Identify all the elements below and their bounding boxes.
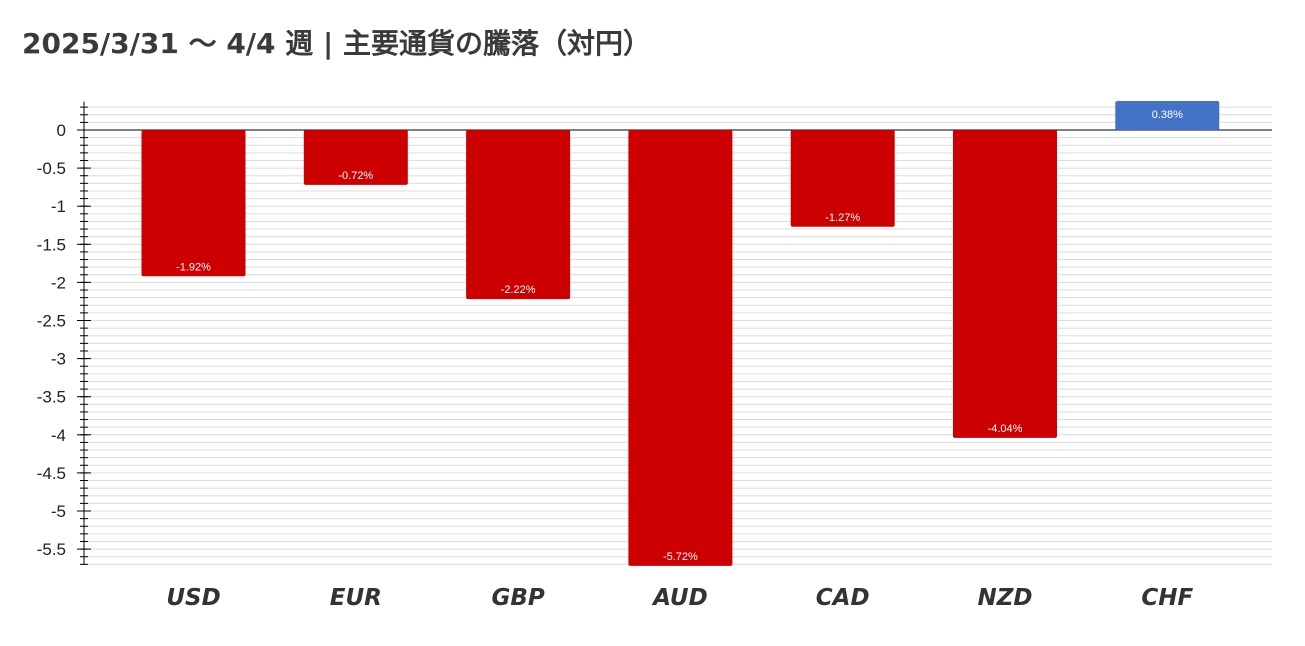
x-tick-label: GBP bbox=[491, 585, 544, 611]
y-tick-label: -3 bbox=[51, 350, 66, 369]
chart-title: 2025/3/31 〜 4/4 週 | 主要通貨の騰落（対円） bbox=[22, 27, 651, 60]
y-tick-label: -4 bbox=[51, 426, 66, 445]
x-tick-label: NZD bbox=[977, 585, 1032, 611]
bars: -1.92% -0.72% -2.22% -5.72% -1.27% -4.04% 0.38… bbox=[141, 101, 1220, 566]
data-label: -5.72% bbox=[663, 551, 698, 563]
y-tick-label: -0.5 bbox=[37, 159, 66, 178]
y-tick-label: -3.5 bbox=[37, 388, 66, 407]
y-tick-label: -5 bbox=[51, 502, 66, 521]
bar bbox=[303, 130, 408, 185]
y-tick-label: -1 bbox=[51, 197, 66, 216]
bar bbox=[466, 130, 571, 300]
x-tick-label: USD bbox=[166, 585, 220, 611]
data-label: 0.38% bbox=[1152, 109, 1183, 121]
bar bbox=[141, 130, 246, 277]
x-axis-labels: USD EUR GBP AUD CAD NZD CHF bbox=[166, 585, 1193, 611]
data-label: -0.72% bbox=[338, 170, 373, 182]
y-tick-label: -4.5 bbox=[37, 464, 66, 483]
bar bbox=[628, 130, 733, 566]
bar bbox=[1115, 101, 1220, 130]
y-tick-label: -5.5 bbox=[37, 540, 66, 559]
data-label: -1.92% bbox=[176, 261, 211, 273]
data-label: -2.22% bbox=[501, 284, 536, 296]
y-tick-label: -1.5 bbox=[37, 235, 66, 254]
bar bbox=[953, 130, 1057, 438]
y-tick-label: -2 bbox=[51, 273, 66, 292]
data-label: -1.27% bbox=[825, 212, 860, 224]
bar bbox=[790, 130, 895, 227]
data-label: -4.04% bbox=[988, 423, 1023, 435]
x-tick-label: EUR bbox=[330, 585, 382, 611]
y-axis: 0 -0.5 -1 -1.5 -2 -2.5 -3 -3.5 -4 -4.5 -5 -5.5 bbox=[37, 101, 1272, 565]
x-tick-label: CHF bbox=[1141, 585, 1193, 611]
x-tick-label: AUD bbox=[651, 585, 708, 611]
y-tick-label: 0 bbox=[57, 121, 66, 140]
x-tick-label: CAD bbox=[816, 585, 870, 611]
y-tick-label: -2.5 bbox=[37, 312, 66, 331]
